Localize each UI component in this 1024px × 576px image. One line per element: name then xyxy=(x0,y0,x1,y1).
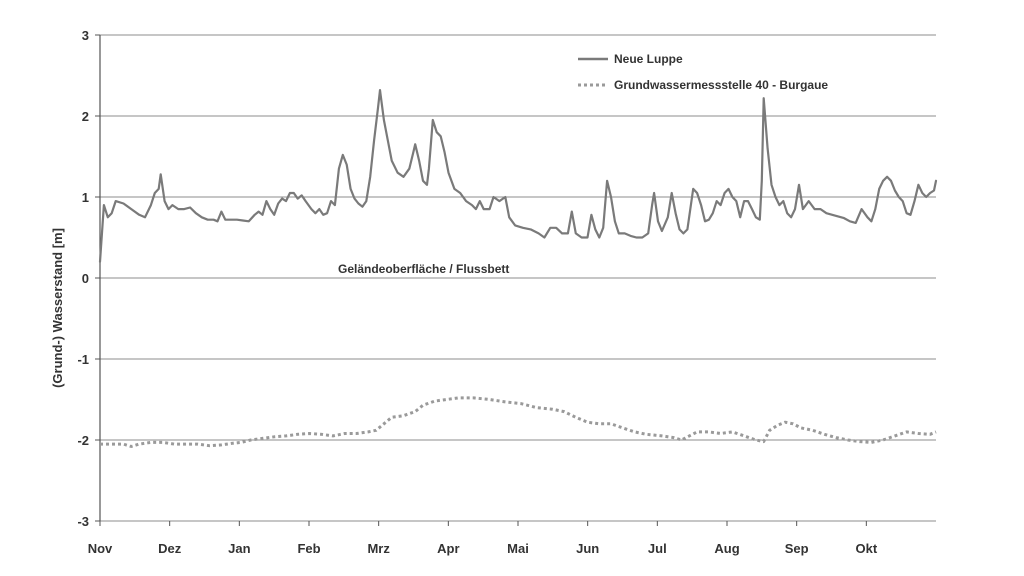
x-tick-label: Jun xyxy=(576,541,599,556)
x-tick-label: Mrz xyxy=(367,541,390,556)
legend-label-grundwasser: Grundwassermessstelle 40 - Burgaue xyxy=(614,78,828,92)
x-tick-label: Apr xyxy=(437,541,459,556)
y-tick-label: 2 xyxy=(82,109,89,124)
y-tick-label: 0 xyxy=(82,271,89,286)
series-line-neue-luppe xyxy=(98,89,938,263)
series-line-grundwassermessstelle-40 xyxy=(100,396,937,448)
legend: Neue Luppe Grundwassermessstelle 40 - Bu… xyxy=(578,52,828,92)
y-tick-label: -1 xyxy=(77,352,89,367)
x-tick-label: Feb xyxy=(297,541,320,556)
x-tick-labels: Nov Dez Jan Feb Mrz Apr Mai Jun Jul Aug Sep Okt xyxy=(88,541,878,556)
y-tick-label: -2 xyxy=(77,433,89,448)
y-tick-label: -3 xyxy=(77,514,89,529)
y-axis-label: (Grund-) Wasserstand [m] xyxy=(50,228,65,388)
series-lines xyxy=(98,89,938,448)
x-tick-label: Aug xyxy=(714,541,739,556)
y-tick-labels: 3 2 1 0 -1 -2 -3 xyxy=(77,28,89,529)
x-tick-label: Dez xyxy=(158,541,182,556)
x-tick-label: Okt xyxy=(855,541,877,556)
x-tick-label: Nov xyxy=(88,541,113,556)
x-tick-label: Mai xyxy=(507,541,529,556)
legend-label-neue-luppe: Neue Luppe xyxy=(614,52,683,66)
y-tick-label: 1 xyxy=(82,190,89,205)
x-tick-label: Sep xyxy=(785,541,809,556)
axes xyxy=(99,35,867,526)
y-tick-label: 3 xyxy=(82,28,89,43)
x-tick-label: Jul xyxy=(648,541,667,556)
ground-surface-annotation: Geländeoberfläche / Flussbett xyxy=(338,262,509,276)
gridlines xyxy=(95,34,936,522)
x-tick-label: Jan xyxy=(228,541,250,556)
